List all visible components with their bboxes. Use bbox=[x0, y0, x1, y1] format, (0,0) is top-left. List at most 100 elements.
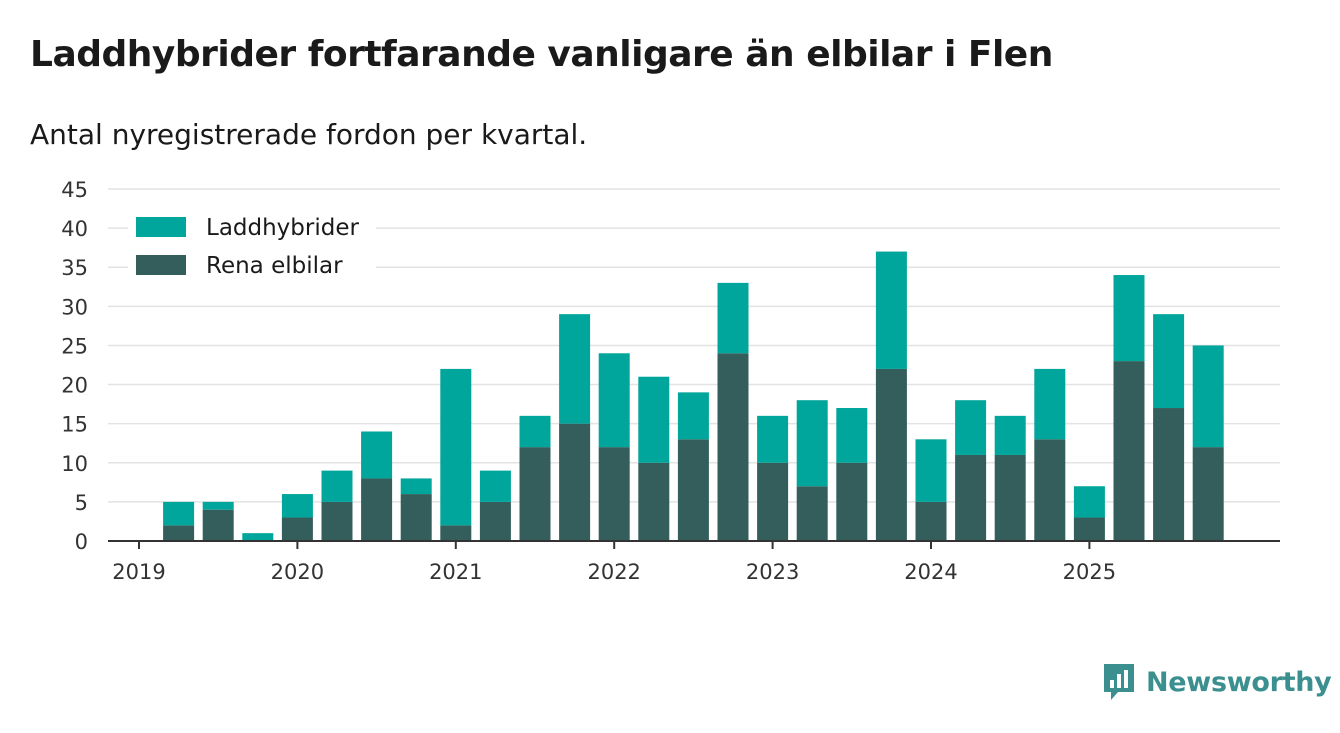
bar-laddhybrider bbox=[202, 501, 234, 510]
bar-group bbox=[598, 353, 630, 541]
x-tick-label: 2025 bbox=[1063, 560, 1116, 584]
bar-group bbox=[479, 470, 511, 541]
bar-rena-elbilar bbox=[202, 509, 234, 541]
bar-group bbox=[638, 376, 670, 541]
bar-rena-elbilar bbox=[717, 353, 749, 541]
bar-rena-elbilar bbox=[994, 454, 1026, 541]
y-tick-label: 15 bbox=[61, 413, 88, 437]
y-tick-label: 35 bbox=[61, 256, 88, 280]
chart-subtitle: Antal nyregistrerade fordon per kvartal. bbox=[30, 118, 588, 151]
bar-rena-elbilar bbox=[875, 368, 907, 541]
bar-rena-elbilar bbox=[796, 486, 828, 541]
bar-group bbox=[757, 415, 789, 541]
legend: Laddhybrider Rena elbilar bbox=[128, 210, 376, 292]
bar-rena-elbilar bbox=[361, 478, 393, 541]
bar-laddhybrider bbox=[915, 439, 947, 502]
bar-laddhybrider bbox=[796, 400, 828, 487]
legend-swatch-rena-elbilar bbox=[136, 255, 186, 275]
bar-rena-elbilar bbox=[677, 439, 709, 541]
bar-laddhybrider bbox=[479, 470, 511, 502]
bar-group bbox=[717, 282, 749, 541]
bar-laddhybrider bbox=[875, 251, 907, 369]
bar-rena-elbilar bbox=[757, 462, 789, 541]
bar-group bbox=[955, 400, 987, 541]
bar-laddhybrider bbox=[281, 494, 313, 518]
bar-laddhybrider bbox=[559, 314, 591, 424]
chart-title: Laddhybrider fortfarande vanligare än el… bbox=[30, 34, 1053, 75]
bar-group bbox=[519, 415, 551, 541]
bar-rena-elbilar bbox=[400, 494, 432, 541]
bar-laddhybrider bbox=[361, 431, 393, 479]
y-tick-label: 5 bbox=[75, 491, 88, 515]
x-tick-label: 2024 bbox=[904, 560, 957, 584]
bar-rena-elbilar bbox=[915, 501, 947, 541]
bar-group bbox=[915, 439, 947, 541]
bar-group bbox=[361, 431, 393, 541]
bar-rena-elbilar bbox=[1192, 447, 1224, 541]
bar-laddhybrider bbox=[1113, 275, 1145, 362]
bar-group bbox=[440, 368, 472, 541]
x-axis-ticks: 2019 2020 2021 2022 2023 2024 2025 bbox=[112, 541, 1116, 584]
bar-group bbox=[677, 392, 709, 541]
bar-laddhybrider bbox=[677, 392, 709, 440]
bar-rena-elbilar bbox=[163, 525, 195, 541]
bar-group bbox=[836, 408, 868, 541]
bar-group bbox=[281, 494, 313, 541]
brand: Newsworthy bbox=[1102, 660, 1332, 704]
brand-name: Newsworthy bbox=[1146, 666, 1332, 698]
y-tick-label: 30 bbox=[61, 295, 88, 319]
bar-laddhybrider bbox=[242, 533, 274, 541]
bar-rena-elbilar bbox=[1153, 408, 1185, 541]
bar-laddhybrider bbox=[836, 408, 868, 463]
bar-laddhybrider bbox=[717, 282, 749, 354]
bar-rena-elbilar bbox=[1034, 439, 1066, 541]
bar-rena-elbilar bbox=[479, 501, 511, 541]
bar-laddhybrider bbox=[598, 353, 630, 448]
bar-laddhybrider bbox=[638, 376, 670, 463]
bar-rena-elbilar bbox=[836, 462, 868, 541]
newsworthy-logo-icon bbox=[1104, 664, 1134, 700]
bar-rena-elbilar bbox=[281, 517, 313, 541]
bar-group bbox=[875, 251, 907, 541]
y-tick-label: 25 bbox=[61, 334, 88, 358]
bar-rena-elbilar bbox=[559, 423, 591, 541]
bar-laddhybrider bbox=[519, 415, 551, 448]
legend-label-laddhybrider: Laddhybrider bbox=[206, 215, 359, 241]
bar-laddhybrider bbox=[1153, 314, 1185, 409]
bar-laddhybrider bbox=[321, 470, 353, 502]
y-tick-label: 20 bbox=[61, 374, 88, 398]
bars bbox=[163, 251, 1224, 541]
bar-group bbox=[400, 478, 432, 541]
legend-label-rena-elbilar: Rena elbilar bbox=[206, 253, 343, 279]
bar-group bbox=[1113, 275, 1145, 541]
bar-laddhybrider bbox=[1034, 368, 1066, 440]
x-tick-label: 2022 bbox=[587, 560, 640, 584]
bar-group bbox=[321, 470, 353, 541]
x-tick-label: 2023 bbox=[746, 560, 799, 584]
bar-laddhybrider bbox=[955, 400, 987, 455]
x-tick-label: 2021 bbox=[429, 560, 482, 584]
bar-laddhybrider bbox=[1073, 486, 1105, 518]
x-tick-label: 2019 bbox=[112, 560, 165, 584]
y-axis-ticks: 0 5 10 15 20 25 30 35 40 45 bbox=[61, 178, 88, 554]
bar-laddhybrider bbox=[1192, 345, 1224, 448]
bar-group bbox=[1192, 345, 1224, 541]
bar-laddhybrider bbox=[757, 415, 789, 463]
bar-group bbox=[242, 533, 274, 541]
bar-rena-elbilar bbox=[598, 447, 630, 541]
legend-swatch-laddhybrider bbox=[136, 217, 186, 237]
bar-laddhybrider bbox=[994, 415, 1026, 455]
y-tick-label: 10 bbox=[61, 452, 88, 476]
bar-rena-elbilar bbox=[638, 462, 670, 541]
bar-laddhybrider bbox=[440, 368, 472, 526]
bar-group bbox=[1034, 368, 1066, 541]
y-tick-label: 0 bbox=[75, 530, 88, 554]
bar-rena-elbilar bbox=[955, 454, 987, 541]
bar-group bbox=[1153, 314, 1185, 541]
bar-group bbox=[163, 501, 195, 541]
bar-rena-elbilar bbox=[321, 501, 353, 541]
bar-rena-elbilar bbox=[440, 525, 472, 541]
y-tick-label: 40 bbox=[61, 217, 88, 241]
x-tick-label: 2020 bbox=[271, 560, 324, 584]
